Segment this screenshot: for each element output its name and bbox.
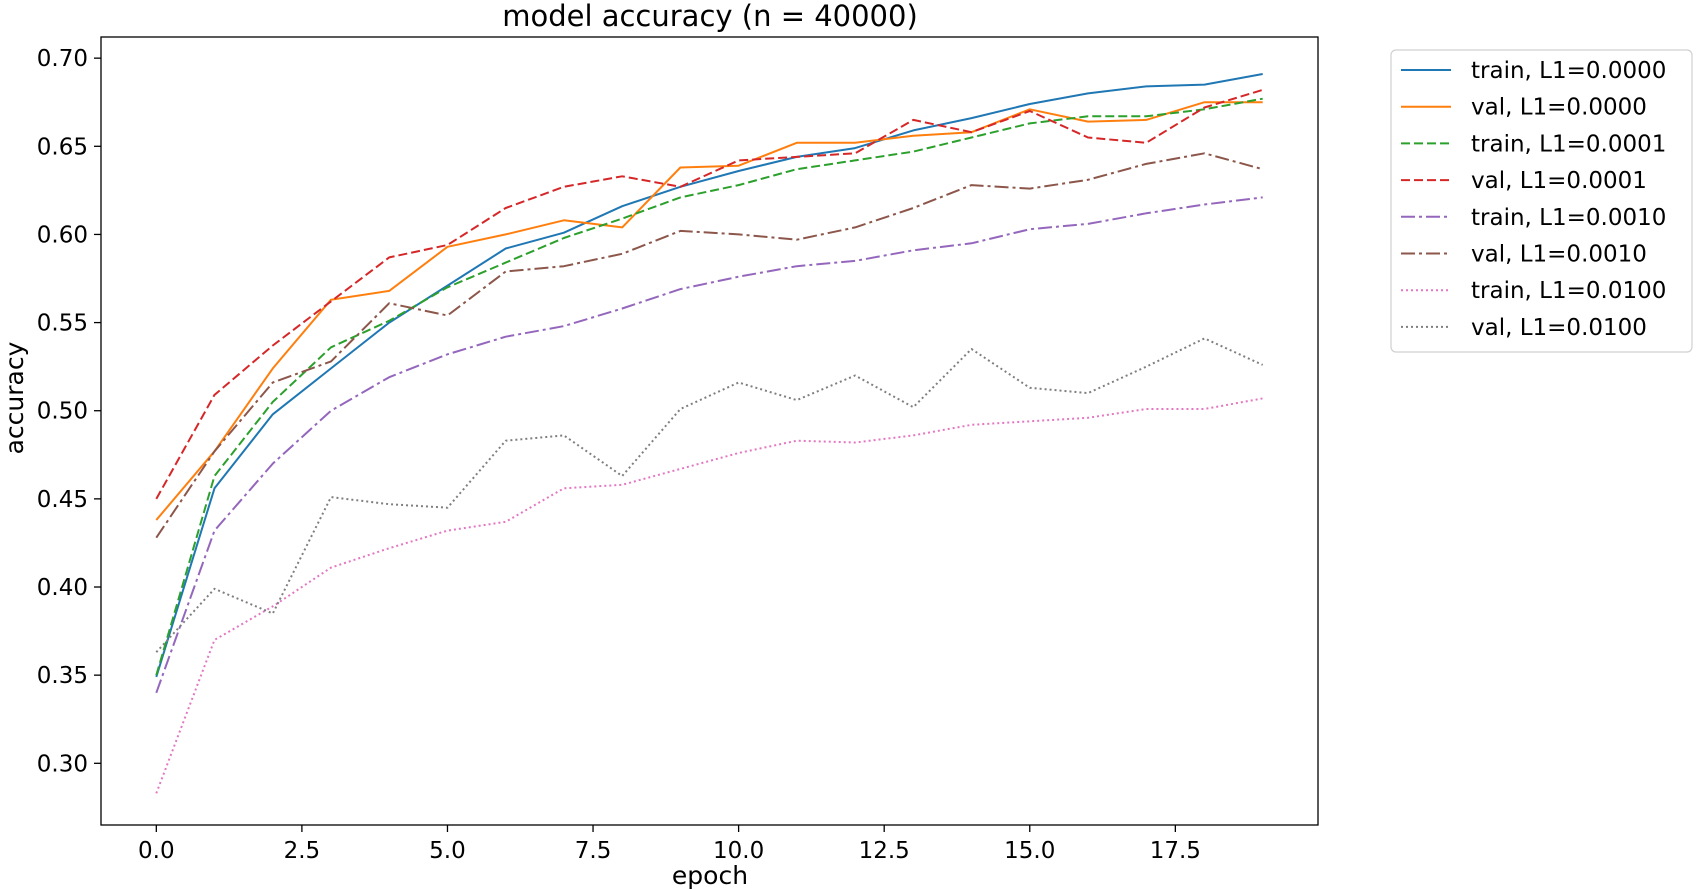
x-tick-label: 5.0	[429, 838, 466, 864]
legend: train, L1=0.0000 val, L1=0.0000 train, L1=…	[1390, 49, 1693, 353]
x-tick-label: 10.0	[713, 838, 764, 864]
legend-label: val, L1=0.0010	[1471, 242, 1647, 268]
x-tick-label: 15.0	[1004, 838, 1055, 864]
x-tick-label: 7.5	[575, 838, 612, 864]
x-axis-label: epoch	[672, 861, 748, 890]
legend-label: val, L1=0.0001	[1471, 168, 1647, 194]
y-tick-label: 0.30	[37, 751, 88, 777]
y-tick-label: 0.40	[37, 575, 88, 601]
y-axis: 0.30 0.35 0.40 0.45 0.50 0.55 0.60 0.65 0.70	[37, 46, 101, 777]
x-tick-label: 17.5	[1150, 838, 1201, 864]
legend-label: train, L1=0.0000	[1471, 58, 1666, 84]
series-line-5	[155, 152, 1263, 539]
axes-frame	[100, 36, 1319, 826]
y-tick-label: 0.70	[37, 46, 88, 72]
chart-title: model accuracy (n = 40000)	[502, 0, 918, 33]
x-tick-label: 0.0	[138, 838, 175, 864]
series-line-7	[155, 337, 1264, 653]
legend-label: train, L1=0.0001	[1471, 131, 1666, 157]
y-tick-label: 0.50	[37, 399, 88, 425]
y-tick-label: 0.35	[37, 663, 88, 689]
y-tick-label: 0.55	[37, 311, 88, 337]
legend-label: train, L1=0.0010	[1471, 205, 1666, 231]
y-axis-label: accuracy	[0, 341, 29, 454]
legend-label: val, L1=0.0100	[1471, 315, 1647, 341]
series-line-6	[155, 397, 1263, 794]
y-tick-label: 0.45	[37, 487, 88, 513]
series-line-2	[155, 97, 1263, 676]
plot-area	[155, 73, 1264, 794]
legend-label: train, L1=0.0100	[1471, 278, 1666, 304]
series-line-1	[155, 101, 1263, 521]
x-tick-label: 12.5	[859, 838, 910, 864]
series-line-0	[155, 73, 1263, 678]
x-tick-label: 2.5	[284, 838, 321, 864]
y-tick-label: 0.60	[37, 222, 88, 248]
series-line-3	[155, 88, 1263, 500]
y-tick-label: 0.65	[37, 134, 88, 160]
x-axis: 0.0 2.5 5.0 7.5 10.0 12.5 15.0 17.5	[138, 825, 1201, 864]
legend-label: val, L1=0.0000	[1471, 95, 1647, 121]
series-line-4	[155, 196, 1263, 694]
legend-box	[1390, 49, 1693, 353]
